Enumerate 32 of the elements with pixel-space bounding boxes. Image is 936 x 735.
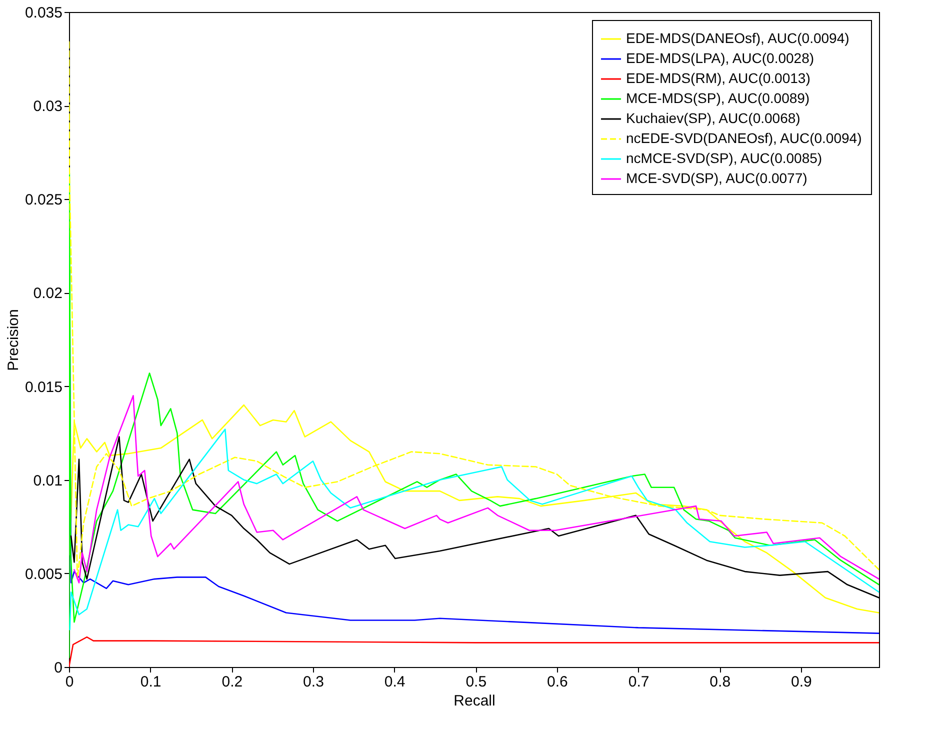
x-tick-label: 0.3	[303, 674, 324, 690]
x-tick-label: 0	[65, 674, 74, 690]
x-tick-label: 0.6	[547, 674, 568, 690]
line-series	[74, 394, 879, 584]
y-tick-label: 0.015	[24, 378, 62, 396]
legend-label: ncMCE-SVD(SP), AUC(0.0085)	[626, 150, 822, 166]
line-series	[69, 636, 879, 667]
y-tick-label: 0.03	[33, 98, 62, 116]
y-tick-label: 0	[54, 660, 62, 676]
legend-label: Kuchaiev(SP), AUC(0.0068)	[626, 110, 800, 126]
line-series	[69, 428, 879, 630]
y-axis-title: Precision	[4, 309, 22, 371]
y-tick-label: 0.005	[24, 566, 62, 583]
legend-label: EDE-MDS(LPA), AUC(0.0028)	[626, 50, 814, 66]
y-tick-label: 0.025	[24, 192, 62, 209]
x-axis-title: Recall	[454, 692, 496, 710]
legend-label: ncEDE-SVD(DANEOsf), AUC(0.0094)	[626, 130, 862, 146]
y-tick-label: 0.02	[33, 285, 62, 302]
x-tick-label: 0.1	[140, 674, 162, 690]
x-tick-label: 0.2	[222, 674, 243, 690]
x-tick-label: 0.4	[384, 674, 406, 690]
y-tick-label: 0.01	[33, 472, 62, 490]
x-tick-label: 0.7	[628, 674, 650, 690]
legend-label: MCE-MDS(SP), AUC(0.0089)	[626, 90, 810, 106]
y-tick-label: 0.035	[24, 4, 62, 22]
x-tick-label: 0.5	[466, 674, 487, 690]
legend-label: EDE-MDS(RM), AUC(0.0013)	[626, 70, 810, 86]
x-tick-label: 0.9	[791, 674, 812, 690]
legend-label: EDE-MDS(DANEOsf), AUC(0.0094)	[626, 30, 850, 46]
line-series	[69, 172, 879, 658]
x-tick-label: 0.8	[710, 674, 731, 690]
legend-label: MCE-SVD(SP), AUC(0.0077)	[626, 170, 808, 186]
